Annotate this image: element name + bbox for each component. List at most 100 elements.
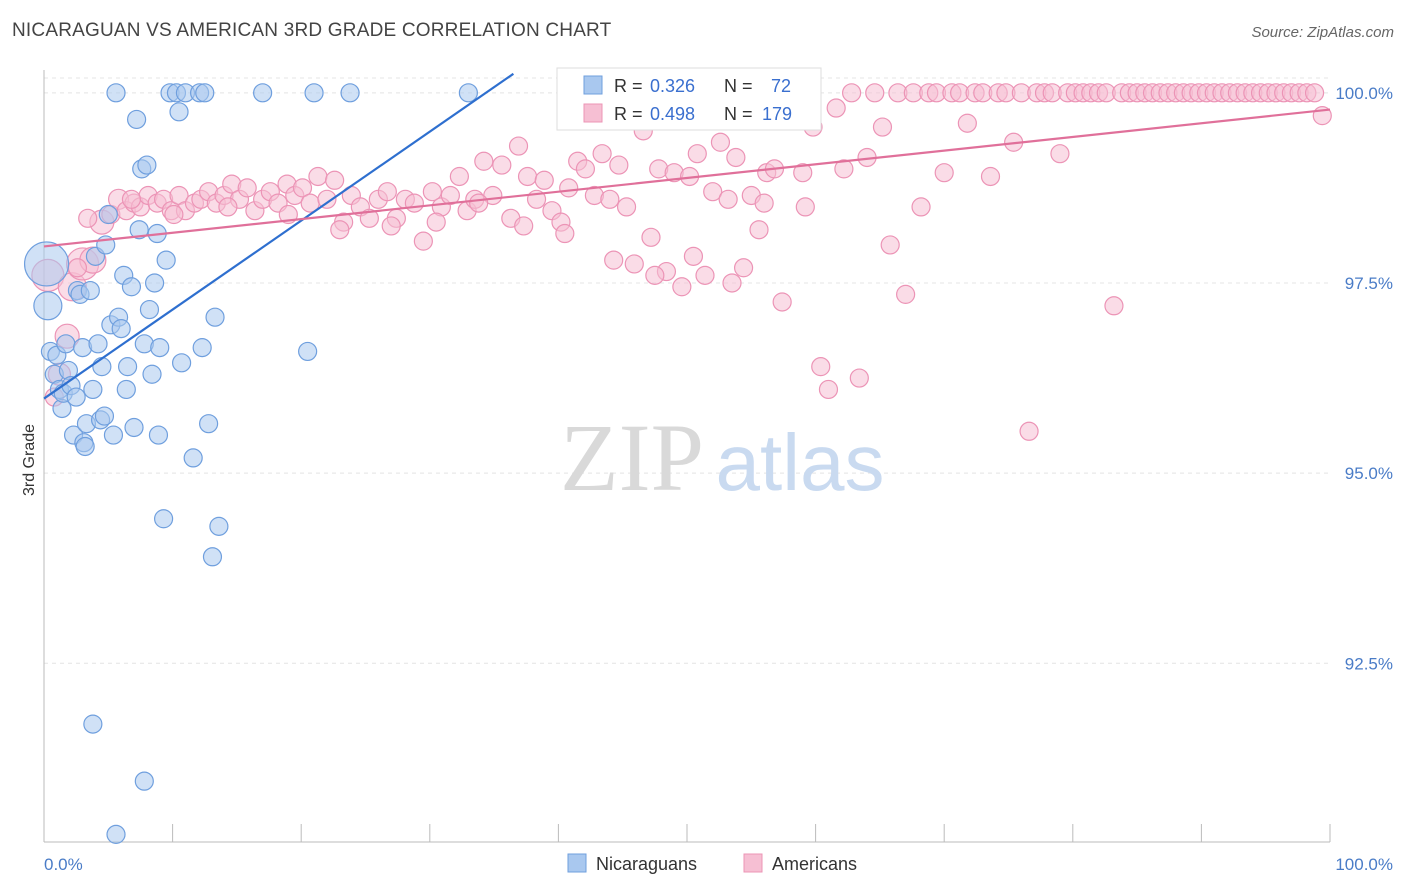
american-point — [726, 147, 746, 168]
american-point — [695, 265, 715, 285]
nicaraguan-point — [66, 387, 86, 407]
nicaraguan-point — [153, 509, 174, 529]
american-point — [469, 193, 489, 213]
y-axis-title-group: 3rd Grade — [21, 424, 38, 496]
american-point — [492, 155, 512, 175]
nicaraguan-point — [304, 83, 324, 103]
nicaraguan-point — [80, 280, 100, 301]
american-point — [980, 166, 1001, 187]
nicaraguan-point — [209, 516, 229, 536]
american-point — [754, 193, 774, 213]
american-point — [292, 178, 313, 198]
watermark-zip: ZIP — [560, 404, 704, 511]
series-legend: Nicaraguans Americans — [567, 853, 857, 874]
nicaraguan-point — [94, 406, 115, 426]
nicaraguan-point — [340, 83, 360, 103]
american-point — [592, 144, 612, 164]
american-point — [474, 151, 494, 171]
nicaraguan-point — [134, 771, 154, 791]
american-point — [616, 197, 637, 217]
american-point — [218, 197, 238, 217]
nicaraguan-point — [121, 277, 142, 297]
legend-swatch-nicaraguans — [567, 853, 587, 873]
american-point — [641, 227, 661, 247]
nicaraguan-point — [148, 425, 169, 445]
stats-r-label-nicaraguans: R = — [614, 76, 648, 96]
nicaraguan-point — [111, 319, 131, 339]
nicaraguan-point — [117, 357, 138, 377]
american-point — [359, 208, 379, 228]
nicaraguan-point — [88, 334, 108, 354]
american-point — [957, 113, 977, 133]
american-point — [865, 83, 885, 103]
american-point — [308, 166, 328, 187]
american-point — [834, 159, 854, 179]
nicaraguan-point — [137, 155, 157, 175]
legend-label-nicaraguans: Nicaraguans — [596, 854, 697, 874]
nicaraguan-point — [195, 83, 215, 103]
nicaraguan-point — [172, 353, 192, 373]
american-point — [67, 258, 88, 278]
x-tick-label: 100.0% — [1335, 855, 1393, 874]
nicaraguan-point — [75, 436, 95, 457]
grid-layer — [44, 77, 1330, 664]
nicaraguan-point — [83, 379, 103, 400]
american-point — [514, 216, 534, 236]
nicaraguan-point — [156, 250, 176, 270]
american-point — [733, 258, 754, 278]
american-point — [449, 166, 469, 187]
trend-line-americans — [43, 108, 1331, 248]
american-point — [575, 159, 596, 179]
american-point — [317, 189, 337, 209]
american-point — [78, 208, 98, 228]
american-point — [795, 197, 815, 217]
nicaraguan-point — [129, 220, 149, 240]
american-point — [772, 292, 792, 312]
nicaraguan-point — [23, 241, 70, 287]
american-point — [645, 265, 665, 285]
american-point — [749, 220, 769, 240]
nicaraguan-point — [202, 547, 223, 567]
y-tick-label: 95.0% — [1345, 464, 1393, 483]
american-point — [1019, 421, 1039, 441]
american-point — [624, 254, 644, 274]
nicaraguan-point — [458, 83, 478, 103]
chart-title: NICARAGUAN VS AMERICAN 3RD GRADE CORRELA… — [12, 20, 612, 41]
nicaraguan-point — [298, 341, 318, 362]
american-point — [555, 223, 575, 244]
american-point — [872, 117, 893, 137]
american-point — [1050, 144, 1070, 164]
american-point — [896, 284, 916, 304]
nicaraguan-point — [98, 204, 118, 225]
stats-n-value-nicaraguans: 72 — [771, 76, 791, 96]
american-point — [325, 170, 345, 190]
american-point — [559, 178, 579, 198]
stats-legend: R = 0.326 N = 72 R = 0.498 N = 179 — [556, 67, 822, 131]
american-point — [164, 204, 184, 225]
nicaraguan-point — [83, 714, 103, 734]
american-point — [508, 136, 529, 156]
american-point — [381, 216, 401, 236]
american-point — [793, 163, 813, 183]
x-tick-label: 0.0% — [44, 855, 83, 874]
american-point — [600, 189, 620, 209]
nicaraguan-point — [144, 273, 165, 293]
american-point — [722, 273, 742, 293]
y-tick-label: 100.0% — [1335, 84, 1393, 103]
stats-n-label-americans: N = — [724, 104, 758, 124]
american-point — [440, 185, 460, 206]
nicaraguan-point — [106, 83, 126, 103]
trend-lines — [43, 72, 1331, 400]
american-point — [237, 178, 257, 198]
nicaraguan-point — [126, 109, 147, 130]
legend-swatch-americans — [743, 853, 763, 873]
american-point — [413, 231, 433, 251]
nicaraguan-point — [103, 425, 124, 445]
nicaraguan-point — [183, 448, 203, 468]
nicaraguan-point — [142, 364, 162, 384]
y-axis-title: 3rd Grade — [21, 424, 38, 496]
american-point — [703, 182, 723, 202]
nicaraguan-point — [116, 379, 136, 400]
american-point — [911, 197, 931, 217]
american-point — [710, 132, 731, 152]
